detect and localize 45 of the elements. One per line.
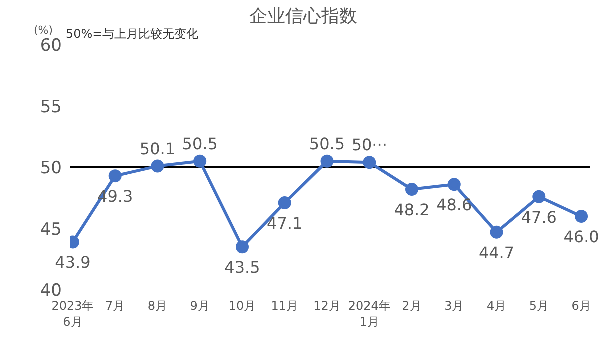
data-label: 50.5 xyxy=(309,134,346,154)
x-tick-label: 2023年 6月 xyxy=(52,299,94,329)
point xyxy=(320,154,334,168)
x-tick-label: 2024年 1月 xyxy=(348,299,391,329)
data-label: 50.1 xyxy=(140,139,176,158)
point xyxy=(532,190,546,204)
y-tick-label: 45 xyxy=(40,220,62,240)
y-tick-label: 50 xyxy=(40,158,62,179)
x-tick-label: 12月 xyxy=(314,299,341,313)
point xyxy=(363,156,376,170)
x-tick-label: 3月 xyxy=(444,299,464,313)
point xyxy=(278,196,292,210)
chart-title: 企业信心指数 xyxy=(250,6,358,27)
y-axis-title: (%) xyxy=(34,24,54,37)
data-label: 47.1 xyxy=(267,214,303,234)
y-tick-label: 60 xyxy=(40,36,62,56)
x-tick-label: 11月 xyxy=(271,299,299,313)
point xyxy=(406,183,419,196)
text: 50%=与上月比较无变化 xyxy=(66,26,199,43)
x-tick-label: 6月 xyxy=(572,299,592,313)
data-label: 48.6 xyxy=(436,196,472,215)
data-label: 50··· xyxy=(352,136,388,155)
y-tick-label: 40 xyxy=(40,281,62,302)
x-tick-label: 4月 xyxy=(486,299,507,313)
x-tick-label: 5月 xyxy=(529,299,549,313)
point xyxy=(236,240,249,254)
data-label: 44.7 xyxy=(478,243,515,262)
data-label: 46.0 xyxy=(564,228,600,246)
data-label: 47.6 xyxy=(521,208,557,227)
x-tick-label: 2月 xyxy=(402,299,422,313)
point xyxy=(490,226,504,239)
x-tick-label: 10月 xyxy=(228,299,256,313)
point xyxy=(448,178,461,192)
data-label: 50.5 xyxy=(182,134,218,154)
point xyxy=(151,160,164,173)
y-tick-label: 55 xyxy=(40,97,62,118)
x-tick-label: 7月 xyxy=(106,299,126,313)
x-tick-label: 8月 xyxy=(148,299,168,313)
data-label: 43.5 xyxy=(224,258,260,278)
point xyxy=(108,170,122,183)
data-label: 48.2 xyxy=(394,200,430,220)
data-label: 43.9 xyxy=(55,253,91,272)
x-tick-label: 9月 xyxy=(190,299,210,313)
point xyxy=(194,154,207,168)
point xyxy=(575,210,588,223)
